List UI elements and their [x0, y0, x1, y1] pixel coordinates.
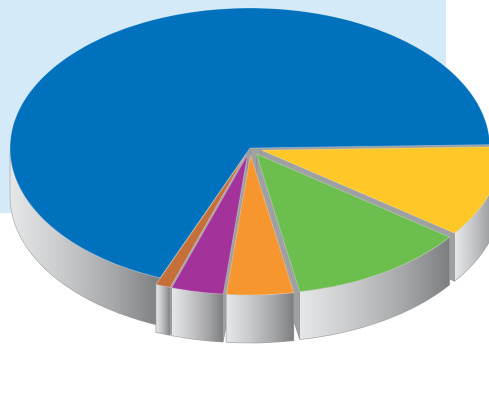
pie-slice-rim: [155, 284, 171, 336]
pie-slice-1: [261, 146, 489, 234]
pie-slice-rim: [225, 292, 295, 344]
pie-slice-4: [171, 154, 248, 295]
pie-slice-rim: [454, 193, 489, 282]
pie-slice-rim: [171, 287, 224, 343]
pie-slice-3: [225, 154, 295, 296]
pie-slice-0: [9, 7, 489, 279]
pie-slice-5: [155, 154, 247, 288]
pie-slice-tops: [9, 7, 489, 296]
pie-slice-2: [255, 153, 451, 293]
